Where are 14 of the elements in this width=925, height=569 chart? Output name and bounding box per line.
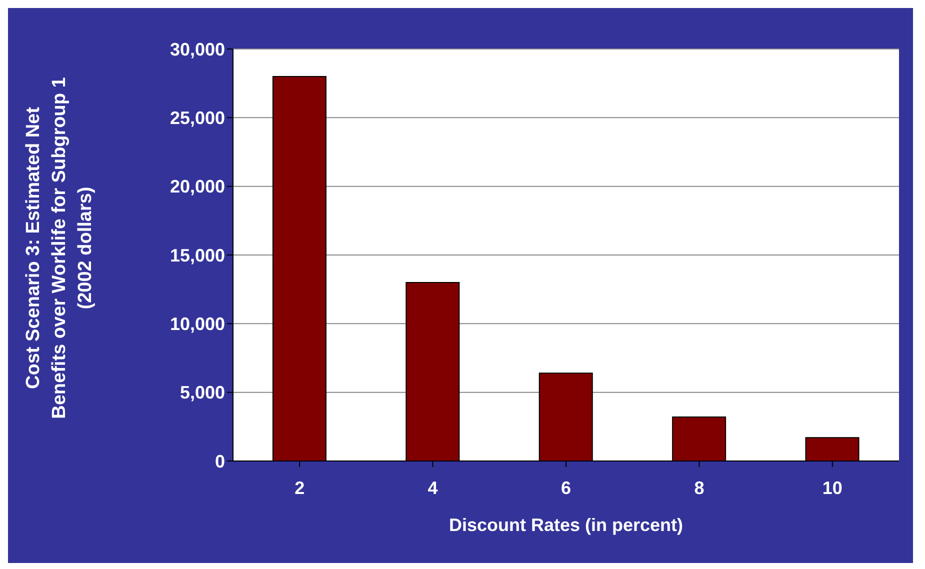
x-tick-label: 4: [428, 478, 438, 498]
x-tick-label: 10: [822, 478, 842, 498]
y-tick-label: 25,000: [170, 108, 225, 128]
y-axis-title: Cost Scenario 3: Estimated Net Benefits over Worklife for Subgroup 1 (2002 dollars): [22, 77, 97, 419]
y-tick-label: 30,000: [170, 39, 225, 60]
x-tick-label: 2: [294, 478, 305, 498]
y-tick-label: 20,000: [170, 176, 225, 197]
y-tick-label: 10,000: [170, 314, 225, 334]
y-tick-label: 5,000: [180, 382, 225, 403]
x-tick-label: 8: [694, 478, 704, 498]
x-axis-title: Discount Rates (in percent): [448, 515, 684, 535]
x-tick-label: 6: [560, 478, 572, 498]
y-tick-label: 0: [214, 451, 225, 472]
y-tick-label: 15,000: [170, 245, 225, 266]
